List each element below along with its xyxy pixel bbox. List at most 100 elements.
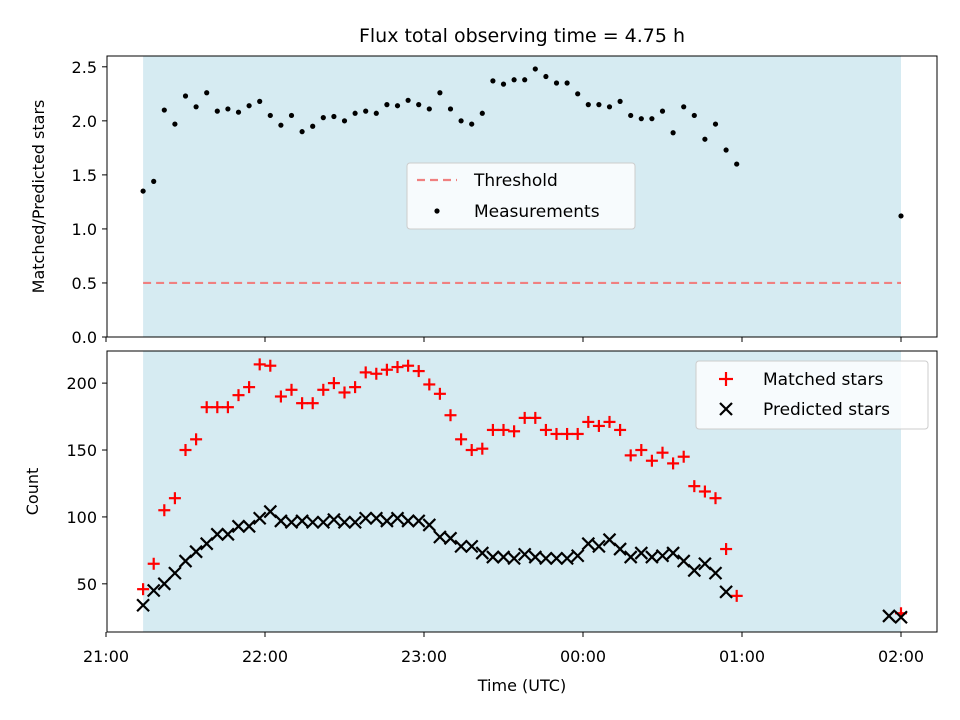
matched-star-point — [158, 504, 171, 517]
measurement-point — [193, 104, 199, 110]
measurement-point — [532, 66, 538, 72]
measurement-point — [681, 104, 687, 110]
predicted-star-point — [358, 511, 373, 526]
matched-star-point — [232, 389, 245, 402]
matched-star-point — [476, 442, 489, 455]
measurement-point — [649, 116, 655, 122]
x-tick-label: 01:00 — [719, 647, 765, 666]
measurement-point — [416, 102, 422, 108]
predicted-star-point — [655, 548, 670, 563]
legend-predicted-swatch — [719, 402, 733, 416]
bottom-x-ticks: 21:00 22:00 23:00 00:00 01:00 02:00 — [83, 632, 924, 666]
bottom-y-ticks: 50 100 150 200 — [66, 374, 107, 594]
measurement-point — [204, 90, 210, 96]
bottom-plot-frame — [106, 350, 938, 633]
predicted-star-point — [454, 539, 468, 554]
measurement-point — [437, 90, 443, 96]
matched-star-point — [465, 444, 478, 457]
measurement-point — [161, 107, 167, 113]
predicted-star-point — [517, 547, 532, 562]
matched-star-point — [423, 378, 436, 391]
legend-matched-label: Matched stars — [763, 370, 883, 390]
bottom-y-axis-label: Count — [23, 468, 42, 516]
predicted-star-point — [560, 551, 574, 566]
matched-star-point — [168, 492, 181, 505]
measurement-point — [140, 188, 146, 194]
chart-title: Flux total observing time = 4.75 h — [359, 25, 685, 47]
predicted-star-point — [507, 551, 521, 566]
matched-star-point — [296, 397, 309, 410]
predicted-star-point — [168, 566, 182, 580]
measurement-point — [734, 161, 740, 167]
predicted-star-point — [305, 515, 320, 530]
measurement-point — [458, 118, 464, 124]
predicted-star-point — [623, 550, 638, 564]
predicted-star-point — [316, 515, 331, 530]
predicted-star-point — [882, 609, 896, 623]
legend-measurements-swatch — [434, 208, 440, 214]
measurement-point — [331, 113, 337, 120]
measurement-point — [670, 130, 676, 136]
matched-star-point — [264, 359, 277, 372]
matched-star-point — [370, 367, 383, 380]
matched-star-point — [614, 423, 627, 436]
measurement-point — [723, 147, 729, 153]
matched-star-point — [221, 401, 234, 414]
matched-star-point — [200, 401, 213, 414]
matched-star-point — [147, 557, 160, 570]
matched-star-point — [720, 543, 733, 556]
measurement-point — [543, 73, 549, 80]
measurement-point — [320, 115, 326, 121]
measurement-point — [384, 102, 390, 108]
predicted-star-point — [687, 563, 702, 578]
measurement-point — [479, 110, 485, 116]
matched-star-point — [179, 444, 192, 457]
matched-star-point — [338, 386, 351, 399]
predicted-star-point — [189, 544, 203, 559]
x-tick-label: 23:00 — [401, 647, 447, 666]
measurement-point — [585, 102, 591, 108]
predicted-star-point — [634, 546, 649, 560]
matched-star-point — [529, 411, 542, 424]
measurement-point — [352, 110, 358, 116]
top-x-ticks — [105, 337, 902, 342]
measurement-point — [373, 110, 379, 116]
measurement-point — [898, 213, 904, 219]
matched-star-point — [592, 419, 605, 432]
matched-star-point — [412, 365, 425, 378]
measurement-point — [469, 121, 475, 127]
top-y-ticks: 0.0 0.5 1.0 1.5 2.0 2.5 — [72, 58, 107, 347]
matched-star-points — [137, 358, 907, 620]
measurement-point — [500, 81, 507, 87]
measurement-point — [225, 106, 231, 112]
matched-star-point — [698, 485, 711, 498]
matched-star-point — [402, 359, 415, 372]
matched-star-point — [508, 425, 521, 438]
measurement-point — [575, 91, 581, 97]
predicted-star-point — [146, 583, 161, 598]
measurement-point — [405, 97, 411, 103]
bottom-legend: Matched stars Predicted stars — [695, 360, 929, 430]
predicted-star-point — [486, 550, 500, 564]
top-y-tick-label: 2.0 — [72, 112, 97, 131]
measurement-point — [341, 118, 348, 124]
measurement-point — [712, 121, 719, 127]
predicted-star-point — [581, 536, 596, 551]
top-plot-frame — [106, 55, 938, 338]
matched-star-point — [243, 381, 256, 394]
predicted-star-point — [475, 546, 490, 560]
top-y-axis-label: Matched/Predicted stars — [29, 100, 48, 294]
matched-star-point — [603, 415, 616, 428]
predicted-star-point — [337, 515, 352, 530]
matched-star-point — [571, 427, 584, 440]
matched-star-point — [730, 589, 743, 602]
predicted-star-point — [613, 542, 627, 556]
measurement-point — [564, 80, 570, 86]
matched-star-point — [486, 423, 499, 436]
matched-star-point — [656, 446, 669, 459]
measurement-point — [235, 109, 242, 115]
predicted-star-points — [136, 504, 908, 625]
predicted-star-point — [539, 551, 553, 566]
predicted-star-point — [708, 566, 723, 580]
matched-star-point — [285, 383, 298, 396]
